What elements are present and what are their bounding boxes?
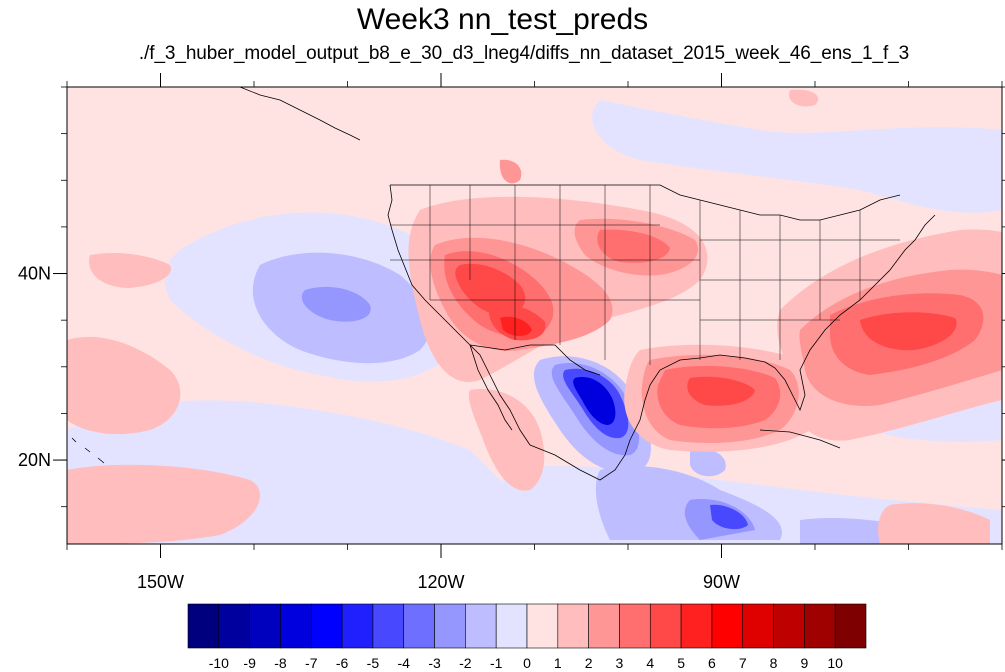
colorbar-label: -8 (274, 655, 287, 671)
field-blue-7 (573, 377, 616, 425)
colorbar-swatch (403, 603, 435, 649)
colorbar-swatch (557, 603, 589, 649)
mexico-border (469, 344, 601, 376)
colorbar-label: -1 (490, 655, 503, 671)
colorbar-label: 9 (800, 655, 808, 671)
y-tick-label: 40N (18, 264, 51, 284)
colorbar-label: 10 (827, 655, 843, 671)
colorbar-label: 0 (523, 655, 531, 671)
colorbar-swatch (834, 603, 867, 649)
colorbar-swatch (711, 603, 744, 649)
colorbar-swatch (310, 603, 343, 649)
colorbar-label: -4 (398, 655, 411, 671)
colorbar: -10 -9 -8 -7 -6 -5 -4 -3 -2 -1 0 1 2 3 4 5 6 7 8 9 10 (187, 603, 867, 671)
field-red-5 (455, 263, 957, 406)
y-tick-label: 20N (18, 450, 51, 470)
colorbar-label: 7 (739, 655, 747, 671)
alaska-coast (239, 87, 361, 141)
colorbar-swatch (680, 603, 713, 649)
field-red-6 (500, 316, 532, 336)
colorbar-swatch (495, 603, 528, 649)
colorbar-label: -5 (367, 655, 380, 671)
colorbar-swatch (218, 603, 250, 649)
colorbar-label: -2 (459, 655, 472, 671)
colorbar-label: -6 (336, 655, 349, 671)
x-tick-label: 150W (137, 572, 184, 592)
colorbar-label: 4 (646, 655, 654, 671)
hawaii (71, 437, 105, 464)
figure-title: Week3 nn_test_preds (356, 3, 649, 36)
colorbar-label: -7 (305, 655, 318, 671)
axis-ticks (53, 73, 1005, 558)
axis-tick-labels: 150W 120W 90W 40N 20N (18, 264, 740, 592)
colorbar-swatch (804, 603, 836, 649)
colorbar-label: 3 (616, 655, 624, 671)
state-lines (390, 185, 900, 365)
colorbar-label: -3 (428, 655, 441, 671)
colorbar-swatch (465, 603, 497, 649)
colorbar-swatch (249, 603, 281, 649)
x-tick-label: 120W (417, 572, 464, 592)
colorbar-swatch (372, 603, 405, 649)
colorbar-swatch (619, 603, 651, 649)
colorbar-label: 2 (585, 655, 593, 671)
colorbar-swatch (341, 603, 374, 649)
colorbar-swatch (773, 603, 805, 649)
colorbar-swatch (649, 603, 682, 649)
colorbar-swatch (742, 603, 774, 649)
colorbar-label: 1 (554, 655, 562, 671)
boundaries (71, 87, 936, 481)
x-tick-label: 90W (703, 572, 740, 592)
colorbar-swatch (280, 603, 312, 649)
baja-peninsula (469, 344, 513, 431)
colorbar-label: 6 (708, 655, 716, 671)
figure-subtitle: ./f_3_huber_model_output_b8_e_30_d3_lneg… (138, 43, 910, 64)
colorbar-swatch (187, 603, 220, 649)
contour-field (67, 87, 1002, 544)
colorbar-label: 5 (677, 655, 685, 671)
mexico-gulf-coast (529, 214, 936, 481)
colorbar-swatch (588, 603, 620, 649)
colorbar-swatch (526, 603, 559, 649)
cuba (759, 429, 841, 449)
colorbar-label: -9 (243, 655, 256, 671)
colorbar-label: -10 (209, 655, 229, 671)
colorbar-swatch (434, 603, 466, 649)
colorbar-label: 8 (770, 655, 778, 671)
